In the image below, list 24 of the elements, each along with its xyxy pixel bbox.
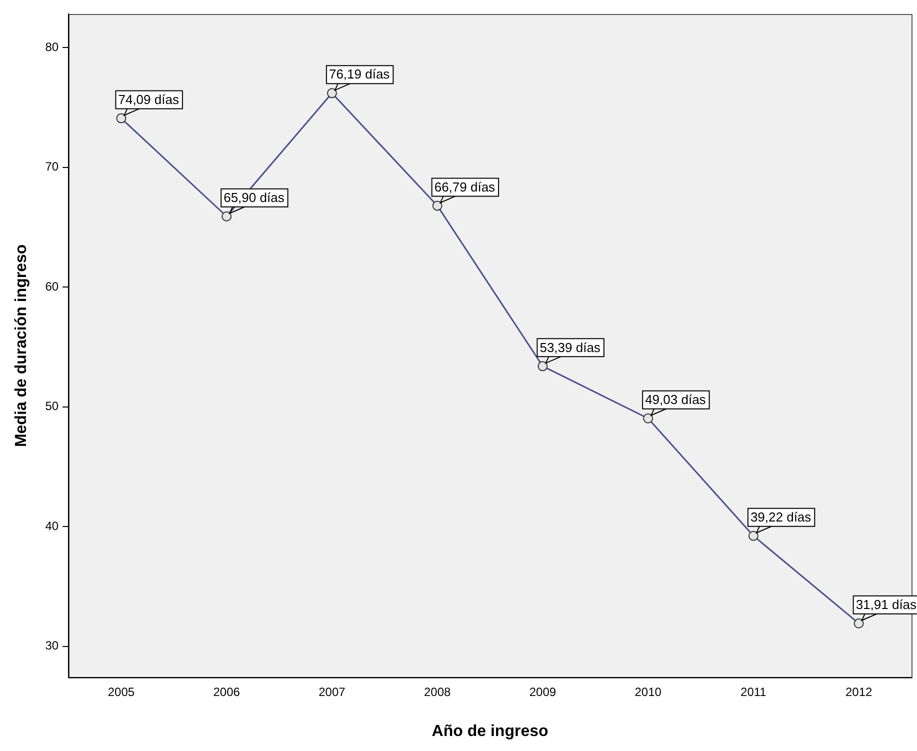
- data-label: 31,91 días: [856, 596, 917, 612]
- x-tick-label: 2011: [740, 684, 767, 699]
- data-label: 39,22 días: [750, 509, 812, 524]
- x-axis-title: Año de ingreso: [432, 722, 548, 740]
- data-label: 74,09 días: [118, 92, 180, 107]
- x-tick-label: 2006: [213, 684, 240, 699]
- data-label: 65,90 días: [224, 190, 285, 205]
- x-tick-label: 2005: [108, 684, 135, 699]
- x-tick-label: 2009: [529, 684, 556, 699]
- x-tick-label: 2008: [424, 684, 452, 699]
- y-tick-label: 50: [45, 399, 59, 414]
- y-tick-label: 70: [45, 160, 59, 174]
- data-label: 66,79 días: [434, 179, 496, 194]
- y-tick-label: 60: [45, 279, 59, 294]
- y-axis-title: Media de duración ingreso: [13, 244, 30, 448]
- x-tick-label: 2007: [318, 684, 346, 699]
- x-tick-label: 2010: [634, 684, 662, 699]
- x-tick-label: 2012: [845, 684, 872, 699]
- data-label: 76,19 días: [328, 66, 390, 82]
- y-tick-label: 40: [45, 518, 59, 533]
- data-label: 53,39 días: [540, 340, 601, 355]
- y-tick-label: 30: [45, 638, 59, 653]
- data-label: 49,03 días: [645, 392, 706, 407]
- y-tick-label: 80: [45, 40, 59, 54]
